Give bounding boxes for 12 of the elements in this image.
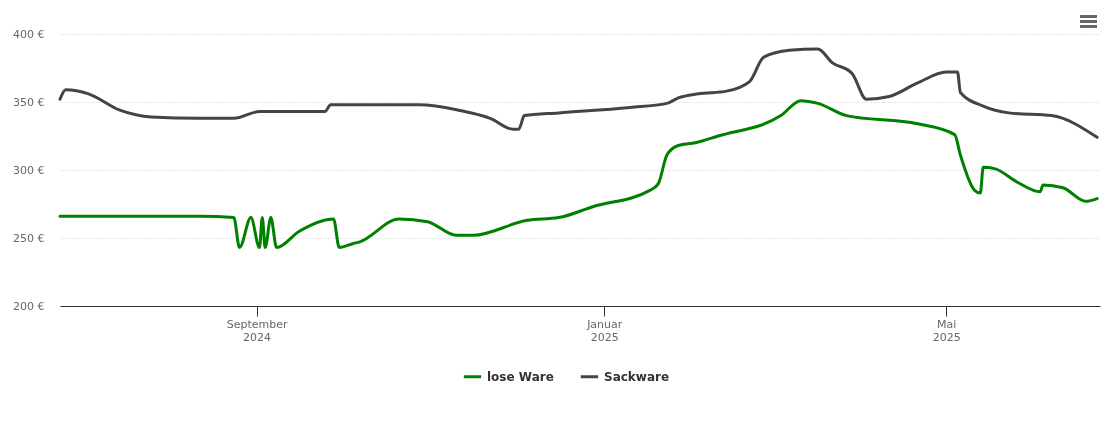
y-tick-label: 300 € bbox=[13, 163, 45, 177]
y-tick-label: 250 € bbox=[13, 231, 45, 245]
y-tick-label: 350 € bbox=[13, 95, 45, 109]
legend-label: lose Ware bbox=[487, 369, 554, 384]
x-tick-label: Januar 2025 bbox=[586, 317, 623, 344]
y-tick-label: 200 € bbox=[13, 299, 45, 313]
y-tick-label: 400 € bbox=[13, 27, 45, 41]
x-tick-label: Mai 2025 bbox=[932, 317, 961, 344]
x-tick-label: September 2024 bbox=[226, 317, 288, 344]
legend-label: Sackware bbox=[604, 369, 670, 384]
line-series bbox=[58, 47, 1099, 139]
line-series bbox=[58, 99, 1099, 250]
